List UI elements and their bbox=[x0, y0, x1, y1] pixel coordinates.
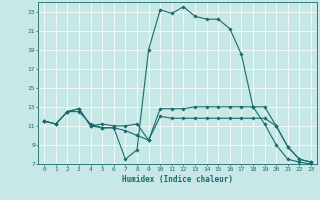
X-axis label: Humidex (Indice chaleur): Humidex (Indice chaleur) bbox=[122, 175, 233, 184]
